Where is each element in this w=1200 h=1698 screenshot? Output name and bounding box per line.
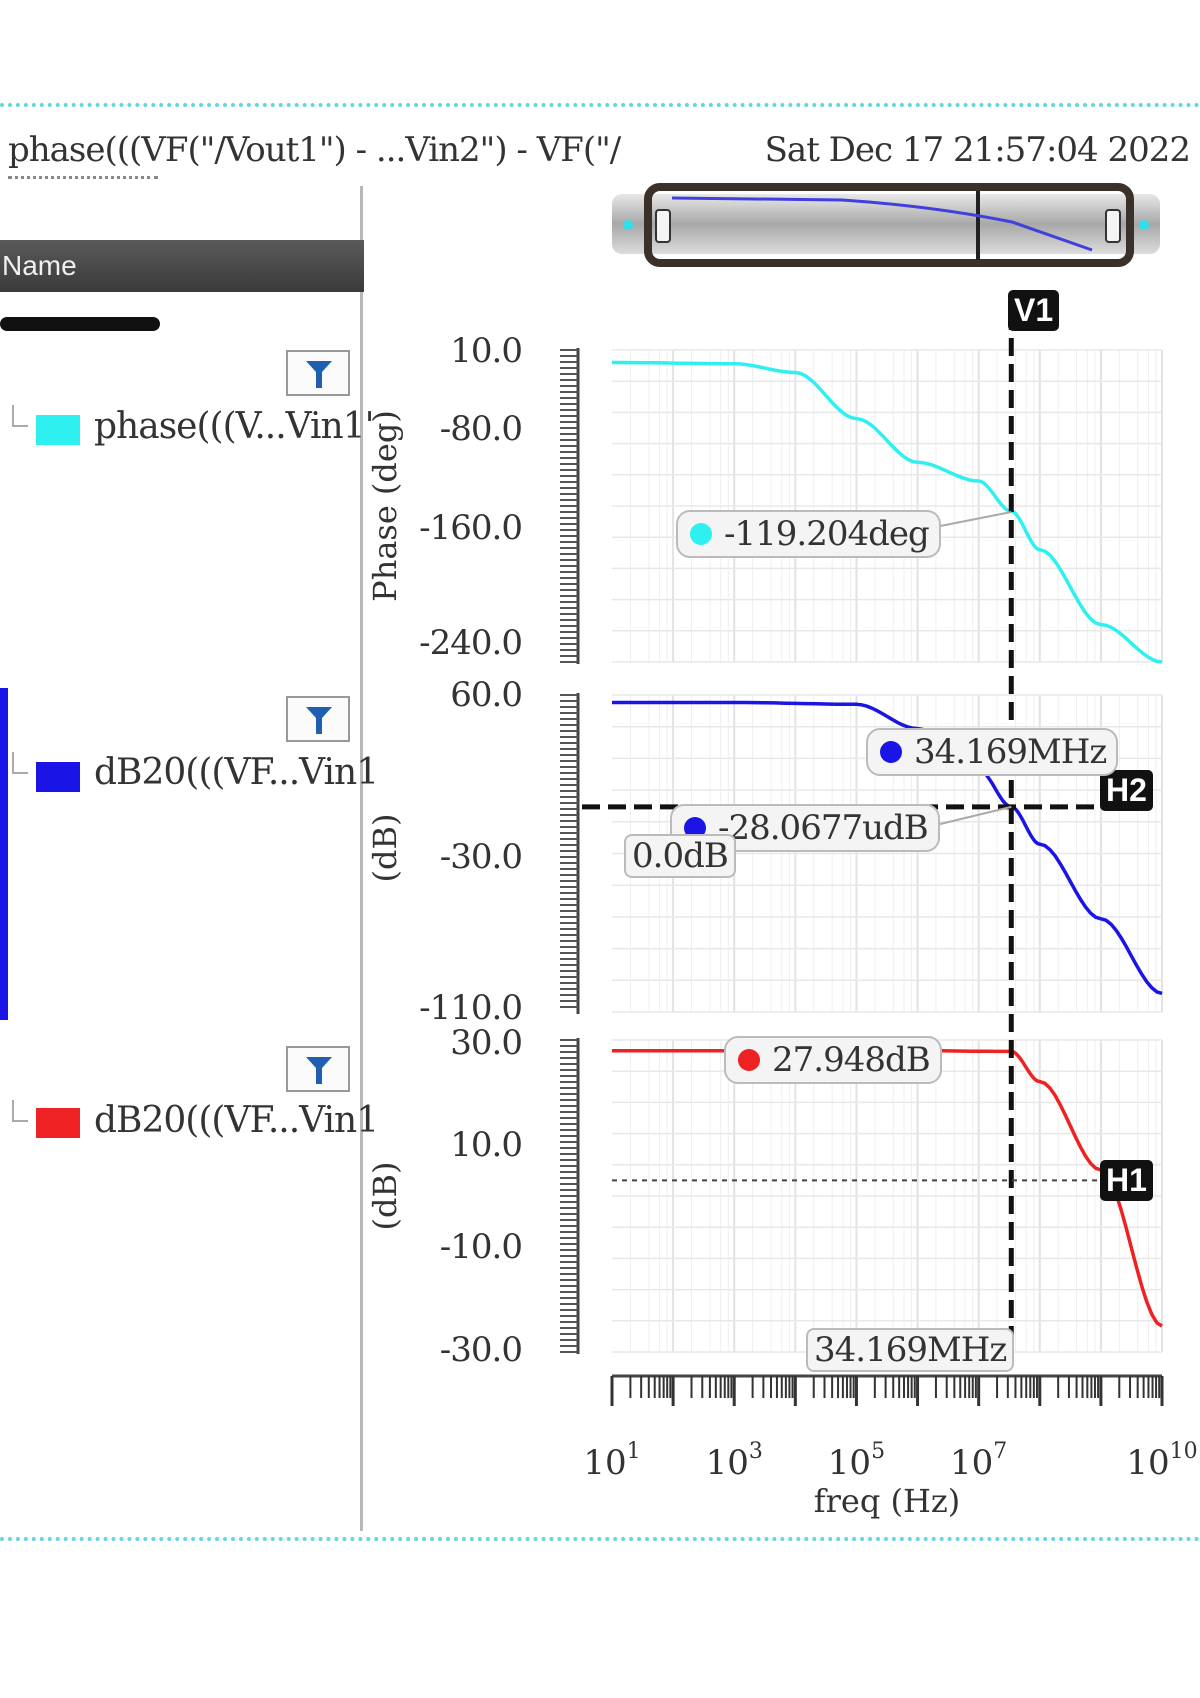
data-point <box>1038 843 1041 846</box>
y-tick-label: -30.0 <box>440 837 522 877</box>
bottom-dashed-border <box>0 1537 1200 1541</box>
legend-swatch-phase <box>36 415 80 445</box>
x-tick-label: 1010 <box>1126 1439 1197 1483</box>
tree-connector <box>12 1100 28 1122</box>
y-tick-label: -240.0 <box>419 623 522 663</box>
tree-connector <box>12 405 28 427</box>
data-point <box>1161 1325 1164 1328</box>
legend-label-db-blue[interactable]: dB20(((VF...Vin1 <box>94 752 379 793</box>
legend-swatch-db-red <box>36 1108 80 1138</box>
y-tick-label: 30.0 <box>450 1023 522 1063</box>
window-title: phase(((VF("/Vout1") - ...Vin2") - VF("/ <box>8 130 621 170</box>
marker-dot <box>690 523 712 545</box>
timestamp: Sat Dec 17 21:57:04 2022 <box>764 130 1191 170</box>
freq-marker-text-mid: 34.169MHz <box>914 732 1107 772</box>
legend-swatch-db-blue <box>36 762 80 792</box>
data-point <box>611 361 614 364</box>
phase-marker-label[interactable]: -119.204deg <box>676 510 941 558</box>
data-point <box>1038 548 1041 551</box>
y-axis-title: Phase (deg) <box>366 410 404 602</box>
x-tick-label: 105 <box>828 1439 885 1483</box>
y-tick-label: -80.0 <box>440 409 522 449</box>
data-point <box>1161 992 1164 995</box>
db-marker-label-bottom[interactable]: 27.948dB <box>724 1036 942 1084</box>
callout-leader <box>931 805 1012 827</box>
subplot-1: 10.0 -80.0 -160.0 -240.0 Phase (deg) <box>366 331 1164 664</box>
data-point <box>916 461 919 464</box>
filter-button-phase[interactable] <box>286 350 350 396</box>
x-tick-label: 103 <box>706 1439 763 1483</box>
filter-icon <box>306 361 332 388</box>
marker-h2-tag[interactable]: H2 <box>1100 770 1153 811</box>
marker-dot <box>880 741 902 763</box>
marker-h1-tag[interactable]: H1 <box>1100 1160 1153 1201</box>
legend-label-phase[interactable]: phase(((V...Vin1' <box>94 406 375 447</box>
tree-connector <box>12 752 28 774</box>
phase-marker-text: -119.204deg <box>724 514 930 554</box>
subplot-3: 30.0 10.0 -10.0 -30.0 (dB) <box>366 1023 1164 1370</box>
y-tick-label: -160.0 <box>419 508 522 548</box>
filter-icon <box>306 1057 332 1084</box>
column-header-name[interactable]: Name <box>0 240 364 292</box>
zoom-overview-slider[interactable] <box>612 182 1160 268</box>
y-tick-label: 10.0 <box>450 1125 522 1165</box>
y-tick-label: -10.0 <box>440 1227 522 1267</box>
zero-db-label[interactable]: 0.0dB <box>624 834 736 878</box>
y-tick-label: 60.0 <box>450 675 522 715</box>
marker-dot <box>738 1049 760 1071</box>
filter-button-db-blue[interactable] <box>286 696 350 742</box>
freq-marker-label-mid[interactable]: 34.169MHz <box>866 728 1119 776</box>
data-point <box>855 703 858 706</box>
filter-button-db-red[interactable] <box>286 1046 350 1092</box>
marker-dot <box>684 817 706 839</box>
data-point <box>611 1049 614 1052</box>
data-point <box>1161 661 1164 664</box>
data-point <box>733 362 736 365</box>
filter-icon <box>306 707 332 734</box>
data-point <box>1038 1080 1041 1083</box>
panel-divider[interactable] <box>360 186 363 1531</box>
y-axis-title: (dB) <box>366 1162 404 1231</box>
y-tick-label: -110.0 <box>419 988 522 1028</box>
y-tick-label: 10.0 <box>450 331 522 371</box>
data-point <box>611 701 614 704</box>
data-point <box>1099 917 1102 920</box>
y-tick-label: -30.0 <box>440 1330 522 1370</box>
selection-indicator <box>0 688 8 1020</box>
db-marker-text-mid: -28.0677udB <box>718 808 929 848</box>
data-point <box>855 417 858 420</box>
group-bar <box>0 317 160 331</box>
data-point <box>794 371 797 374</box>
y-axis-title: (dB) <box>366 814 404 883</box>
title-continuation <box>8 176 158 187</box>
db-marker-text-bottom: 27.948dB <box>772 1040 931 1080</box>
marker-v1-tag[interactable]: V1 <box>1008 290 1060 331</box>
data-point <box>1099 623 1102 626</box>
series-line-1 <box>612 360 1163 664</box>
x-axis-title: freq (Hz) <box>814 1482 960 1520</box>
top-dashed-border <box>0 103 1200 107</box>
x-tick-label: 107 <box>950 1439 1007 1483</box>
legend-label-db-red[interactable]: dB20(((VF...Vin1 <box>94 1100 379 1141</box>
data-point <box>977 480 980 483</box>
x-tick-label: 101 <box>583 1439 640 1483</box>
data-point <box>733 701 736 704</box>
freq-marker-label-bottom[interactable]: 34.169MHz <box>806 1328 1015 1372</box>
